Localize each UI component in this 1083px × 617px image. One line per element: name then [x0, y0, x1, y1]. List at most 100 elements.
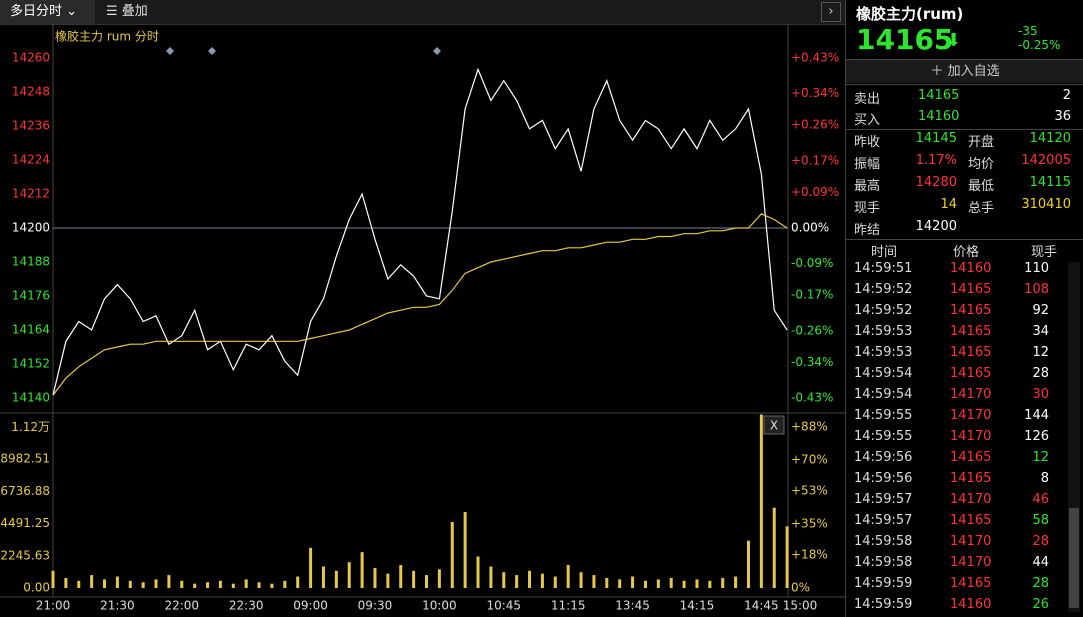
volume-bar	[502, 572, 506, 588]
overlay-button[interactable]: ☰ 叠加	[106, 0, 148, 24]
scroll-thumb[interactable]	[1069, 508, 1079, 608]
close-button[interactable]	[763, 415, 785, 435]
trade-time: 14:59:59	[854, 576, 913, 591]
down-arrow: ⬇	[946, 30, 962, 51]
y-tick-label: 0.00	[23, 581, 50, 595]
trade-volume: 144	[1024, 408, 1049, 423]
next-button[interactable]: ›	[821, 2, 841, 22]
volume-bar	[437, 569, 441, 588]
price-line	[52, 213, 788, 396]
trade-time: 14:59:51	[854, 261, 913, 276]
volume-bar	[553, 576, 557, 588]
volume-bar	[309, 547, 313, 588]
volume-bar	[669, 577, 673, 588]
trade-volume: 30	[1032, 387, 1049, 402]
volume-bar	[115, 576, 119, 588]
trade-price: 14165	[950, 303, 992, 318]
volume-bar	[746, 540, 750, 588]
volume-bar	[128, 580, 132, 588]
y2-tick-label: +0.26%	[791, 118, 839, 132]
volume-bar	[579, 572, 583, 588]
y-tick-label: 14176	[12, 288, 50, 302]
y2-tick-label: +53%	[791, 484, 828, 498]
trade-volume: 126	[1024, 429, 1049, 444]
order-price: 14165	[918, 88, 960, 103]
trade-time: 14:59:55	[854, 408, 913, 423]
volume-bar	[734, 576, 738, 588]
y-tick-label: 4491.25	[0, 516, 50, 530]
volume-bar	[206, 582, 210, 588]
trade-time: 14:59:55	[854, 429, 913, 444]
stat-label: 开盘	[968, 135, 995, 150]
volume-bar	[154, 579, 158, 588]
volume-bar	[270, 583, 274, 588]
volume-bar	[515, 575, 519, 588]
trade-price: 14165	[950, 366, 992, 381]
volume-bar	[463, 512, 467, 588]
volume-bar	[759, 414, 763, 588]
stat-value: 1.17%	[915, 153, 957, 168]
x-tick-label: 15:00	[783, 599, 818, 613]
stat-label: 最高	[854, 179, 881, 194]
trade-volume: 8	[1040, 471, 1049, 486]
y2-tick-label: -0.34%	[791, 355, 833, 369]
stat-label: 昨收	[854, 135, 881, 150]
add-label: 加入自选	[947, 64, 1000, 79]
trade-volume: 34	[1032, 324, 1049, 339]
stat-value: 14115	[1029, 175, 1071, 190]
volume-bar	[257, 582, 261, 588]
trade-volume: 26	[1032, 597, 1049, 612]
table-header: 现手	[1031, 245, 1058, 260]
volume-bar	[386, 573, 390, 588]
y2-tick-label: +0.43%	[791, 51, 839, 65]
volume-bar	[605, 577, 609, 588]
trade-volume: 12	[1032, 450, 1049, 465]
event-marker[interactable]	[166, 47, 441, 55]
trade-price: 14160	[950, 261, 992, 276]
volume-bar	[360, 552, 364, 588]
add-watchlist[interactable]: ＋ 加入自选	[846, 60, 1083, 83]
y2-tick-label: -0.17%	[791, 288, 833, 302]
order-label: 买入	[854, 113, 881, 128]
trade-volume: 46	[1032, 492, 1049, 507]
tab-label: 多日分时	[10, 4, 63, 19]
stat-value: 14280	[915, 175, 957, 190]
stat-label: 总手	[968, 201, 995, 216]
trade-volume: 28	[1032, 534, 1049, 549]
trade-time: 14:59:59	[854, 597, 913, 612]
quote-panel: 橡胶主力(rum) 14165 ⬇ -35 -0.25% ＋ 加入自选 卖出 14…	[845, 0, 1083, 617]
y2-tick-label: +18%	[791, 548, 828, 562]
trade-volume: 28	[1032, 576, 1049, 591]
y2-tick-label: -0.43%	[791, 390, 833, 404]
volume-bar	[656, 579, 660, 588]
volume-bar	[218, 580, 222, 588]
trade-price: 14165	[950, 471, 992, 486]
trade-time: 14:59:57	[854, 492, 913, 507]
quote-title: 橡胶主力(rum)	[856, 5, 964, 23]
volume-bar	[334, 570, 338, 588]
y2-tick-label: +0.17%	[791, 153, 839, 167]
volume-bar	[167, 575, 171, 588]
tab[interactable]: 多日分时 ⌄	[0, 0, 95, 24]
chart: 橡胶主力 rum 分时 X +0.43% 14260 +0.34% 14248 +0.2…	[0, 24, 845, 613]
volume-bar	[347, 562, 351, 588]
volume-bar	[193, 583, 197, 588]
order-price: 14160	[918, 109, 960, 124]
volume-bar	[708, 580, 712, 588]
x-tick-label: 14:15	[680, 599, 715, 613]
volume-bar	[425, 575, 428, 588]
volume-bar	[695, 579, 699, 588]
trade-price: 14160	[950, 597, 992, 612]
volume-bar	[141, 582, 145, 588]
trade-time: 14:59:57	[854, 513, 913, 528]
x-tick-label: 09:30	[358, 599, 393, 613]
x-tick-label: 22:00	[164, 599, 199, 613]
y-tick-label: 14152	[12, 356, 50, 370]
volume-bar	[631, 576, 635, 588]
legend: 橡胶主力 rum 分时	[55, 29, 159, 44]
change-pct: -0.25%	[1018, 38, 1061, 52]
y2-tick-label: +88%	[791, 420, 828, 434]
x-tick-label: 10:00	[422, 599, 457, 613]
trade-price: 14170	[950, 492, 992, 507]
trade-price: 14170	[950, 387, 992, 402]
